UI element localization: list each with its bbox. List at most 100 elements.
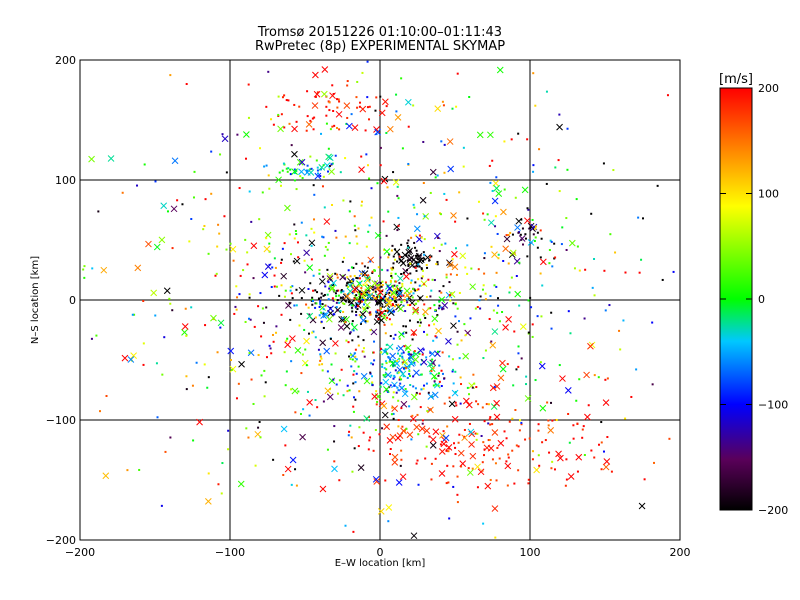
data-point (410, 290, 413, 293)
data-point (412, 385, 415, 388)
data-point (155, 362, 158, 365)
data-point (415, 462, 418, 465)
data-point (160, 504, 163, 507)
data-point (422, 181, 425, 184)
data-point (280, 313, 283, 316)
data-point (456, 475, 459, 478)
data-point (437, 384, 440, 387)
data-point (468, 422, 471, 425)
data-point (550, 240, 553, 243)
data-point (438, 304, 441, 307)
data-point (428, 408, 431, 411)
data-point (268, 344, 271, 347)
data-point (522, 243, 525, 246)
data-point (372, 351, 375, 354)
data-point (83, 276, 86, 279)
data-point (424, 316, 427, 319)
data-point-x (306, 264, 314, 271)
data-point (537, 454, 540, 457)
data-point-x (397, 344, 405, 352)
data-point (414, 246, 417, 249)
data-point (468, 96, 471, 99)
data-point (362, 431, 365, 434)
data-point (486, 213, 489, 216)
data-point-x (385, 300, 393, 307)
data-point (400, 295, 403, 298)
data-point (507, 262, 510, 265)
data-point (315, 159, 318, 162)
data-point (456, 501, 459, 504)
data-point (529, 296, 532, 299)
data-point (314, 336, 317, 339)
data-point (572, 424, 575, 427)
data-point (572, 437, 575, 440)
data-point (411, 296, 414, 299)
data-point (242, 269, 245, 272)
data-point (395, 93, 398, 96)
data-point (449, 299, 452, 302)
data-point (566, 168, 569, 171)
data-point-x (451, 389, 459, 397)
data-point (368, 278, 371, 281)
data-point (333, 460, 336, 463)
data-point (418, 284, 421, 287)
data-point-x (502, 324, 509, 331)
data-point (367, 230, 370, 233)
data-point (311, 298, 314, 301)
data-point (421, 275, 424, 278)
data-point (418, 324, 421, 327)
data-point-x (450, 322, 457, 330)
data-point-x (410, 329, 418, 336)
data-point (414, 234, 417, 237)
data-point (400, 378, 403, 381)
data-point (375, 301, 378, 304)
data-point (376, 400, 379, 403)
data-point (227, 448, 230, 451)
data-point (405, 367, 408, 370)
data-point-x (424, 254, 431, 261)
data-point (518, 429, 521, 432)
data-point (278, 171, 281, 174)
data-point (402, 367, 405, 370)
data-point-x (398, 330, 405, 338)
data-point (371, 384, 374, 387)
y-tick-label: 200 (55, 54, 76, 67)
data-point (401, 282, 404, 285)
data-point (422, 251, 425, 254)
data-point (336, 309, 339, 312)
data-point-x (412, 350, 420, 358)
data-point (369, 329, 372, 332)
data-point (379, 164, 382, 167)
data-point-x (383, 386, 390, 393)
data-point-x (524, 217, 531, 225)
data-point (379, 281, 382, 284)
data-point (387, 256, 390, 259)
data-point (275, 285, 278, 288)
data-point-x (584, 413, 591, 421)
data-point (297, 390, 300, 393)
data-point (318, 272, 321, 275)
data-point (400, 449, 403, 452)
data-point-x (539, 404, 547, 412)
data-point (383, 316, 386, 319)
data-point (290, 483, 293, 486)
data-point (507, 456, 510, 459)
data-point (210, 192, 213, 195)
data-point (436, 174, 439, 177)
data-point (412, 375, 415, 378)
data-point (392, 262, 395, 265)
data-point (440, 291, 443, 294)
data-point (524, 438, 527, 441)
data-point (326, 293, 329, 296)
data-point-x (291, 150, 298, 158)
data-point (185, 83, 188, 86)
data-point (316, 169, 319, 172)
data-point (348, 355, 351, 358)
data-point (379, 256, 382, 259)
data-point (434, 457, 437, 460)
data-point-x (363, 275, 371, 283)
data-point (306, 390, 309, 393)
data-point (394, 333, 397, 336)
data-point (396, 260, 399, 263)
data-point-x (451, 415, 459, 423)
